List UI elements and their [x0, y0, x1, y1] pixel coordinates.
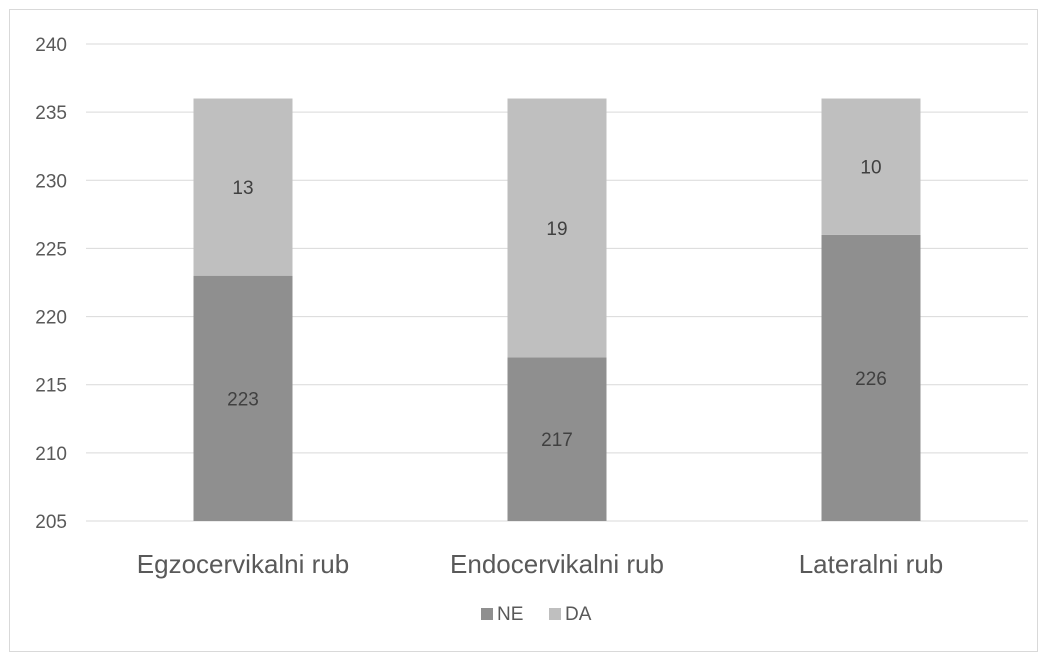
x-category-label: Egzocervikalni rub — [137, 549, 349, 579]
x-axis-categories: Egzocervikalni rub Endocervikalni rub Late… — [137, 549, 943, 579]
bar-segment-da — [193, 98, 293, 276]
data-label-da: 13 — [232, 178, 253, 199]
data-label-da: 10 — [860, 158, 881, 179]
legend: NE DA — [481, 604, 592, 625]
data-label-ne: 217 — [541, 430, 573, 451]
y-tick-label: 225 — [35, 239, 67, 260]
legend-label-da: DA — [565, 604, 592, 625]
data-label-da: 19 — [546, 219, 567, 240]
bar-segment-da — [821, 98, 921, 235]
bars — [193, 98, 921, 522]
legend-swatch-da — [549, 608, 561, 620]
data-labels: 223 13 217 19 226 10 — [227, 158, 887, 452]
bar-segment-ne — [821, 234, 921, 522]
bar-segment-ne — [193, 275, 293, 521]
legend-swatch-ne — [481, 608, 493, 620]
y-tick-label: 230 — [35, 171, 67, 192]
legend-label-ne: NE — [497, 604, 523, 625]
bar-segment-da — [507, 98, 607, 358]
data-label-ne: 226 — [855, 369, 887, 390]
y-tick-label: 240 — [35, 35, 67, 56]
y-tick-label: 215 — [35, 376, 67, 397]
bar-segment-ne — [507, 357, 607, 521]
y-tick-label: 235 — [35, 103, 67, 124]
x-category-label: Endocervikalni rub — [450, 549, 664, 579]
y-tick-label: 205 — [35, 512, 67, 533]
y-tick-label: 210 — [35, 444, 67, 465]
x-category-label: Lateralni rub — [799, 549, 944, 579]
data-label-ne: 223 — [227, 389, 259, 410]
y-axis-ticks: 205 210 215 220 225 230 235 240 — [35, 35, 67, 533]
y-tick-label: 220 — [35, 308, 67, 329]
